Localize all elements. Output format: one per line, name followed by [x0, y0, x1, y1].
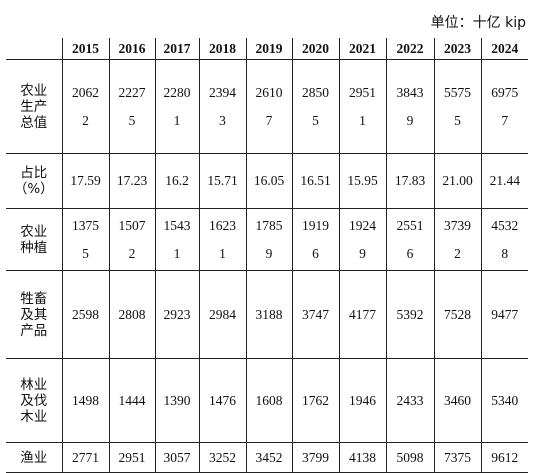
table-cell: 3843 9 [386, 59, 435, 154]
table-cell: 3799 [292, 442, 340, 473]
table-cell: 1762 [292, 358, 340, 443]
table-cell: 1608 [246, 358, 293, 443]
table-cell: 2850 5 [292, 59, 340, 154]
year-header: 2020 [292, 38, 340, 60]
table-cell: 4532 8 [481, 208, 528, 271]
table-cell: 3252 [199, 442, 247, 473]
table-cell: 15.71 [199, 153, 247, 209]
year-header: 2019 [246, 38, 293, 60]
year-header: 2021 [339, 38, 387, 60]
table-cell: 16.51 [292, 153, 340, 209]
table-cell: 3739 2 [434, 208, 482, 271]
table-cell: 1507 2 [109, 208, 156, 271]
table-cell: 2923 [155, 270, 200, 359]
table-cell: 3188 [246, 270, 293, 359]
table-cell: 3460 [434, 358, 482, 443]
table-cell: 17.83 [386, 153, 435, 209]
year-header-row: 2015 2016 2017 2018 2019 2020 2021 2022 … [6, 38, 528, 60]
table-cell: 2394 3 [199, 59, 247, 154]
table-cell: 3057 [155, 442, 200, 473]
table-cell: 6975 7 [481, 59, 528, 154]
year-header: 2017 [155, 38, 200, 60]
table-cell: 2280 1 [155, 59, 200, 154]
table-cell: 17.23 [109, 153, 156, 209]
table-cell: 1498 [62, 358, 110, 443]
table-cell: 1476 [199, 358, 247, 443]
row-label: 农业 种植 [6, 208, 63, 271]
table-cell: 9612 [481, 442, 528, 473]
table-cell: 2227 5 [109, 59, 156, 154]
table-row: 农业 种植 1375 5 1507 2 1543 1 1623 1 1785 9 1919 6… [6, 208, 528, 271]
table-cell: 7528 [434, 270, 482, 359]
table-cell: 1375 5 [62, 208, 110, 271]
table-cell: 5098 [386, 442, 435, 473]
table-cell: 1623 1 [199, 208, 247, 271]
table-cell: 2551 6 [386, 208, 435, 271]
table-cell: 21.44 [481, 153, 528, 209]
table-cell: 1785 9 [246, 208, 293, 271]
table-cell: 4138 [339, 442, 387, 473]
table-cell: 5392 [386, 270, 435, 359]
table-cell: 3452 [246, 442, 293, 473]
row-label: 林业 及伐 木业 [6, 358, 63, 443]
year-header: 2018 [199, 38, 247, 60]
year-header: 2023 [434, 38, 482, 60]
table-cell: 1946 [339, 358, 387, 443]
row-label: 农业 生产 总值 [6, 59, 63, 154]
table-cell: 16.2 [155, 153, 200, 209]
table-row: 牲畜 及其 产品 2598 2808 2923 2984 3188 3747 417… [6, 270, 528, 359]
row-label: 占比 （%） [6, 153, 63, 209]
table-cell: 17.59 [62, 153, 110, 209]
table-cell: 4177 [339, 270, 387, 359]
table-row: 林业 及伐 木业 1498 1444 1390 1476 1608 1762 194… [6, 358, 528, 443]
row-label: 渔业 [6, 442, 63, 473]
table-cell: 1390 [155, 358, 200, 443]
table-cell: 1924 9 [339, 208, 387, 271]
table-cell: 21.00 [434, 153, 482, 209]
table-cell: 2951 1 [339, 59, 387, 154]
year-header: 2015 [62, 38, 110, 60]
table-cell: 9477 [481, 270, 528, 359]
table-row: 渔业 2771 2951 3057 3252 3452 3799 4138 50… [6, 442, 528, 473]
table-cell: 1543 1 [155, 208, 200, 271]
table-cell: 2984 [199, 270, 247, 359]
year-header: 2024 [481, 38, 528, 60]
table-cell: 3747 [292, 270, 340, 359]
table-cell: 5340 [481, 358, 528, 443]
unit-label: 单位：十亿 kip [430, 15, 526, 31]
agriculture-output-table: 2015 2016 2017 2018 2019 2020 2021 2022 … [6, 38, 528, 473]
year-header: 2016 [109, 38, 156, 60]
table-cell: 2610 7 [246, 59, 293, 154]
table-cell: 5575 5 [434, 59, 482, 154]
year-header: 2022 [386, 38, 435, 60]
table-cell: 16.05 [246, 153, 293, 209]
table-cell: 7375 [434, 442, 482, 473]
table-row: 占比 （%） 17.59 17.23 16.2 15.71 16.05 16.51… [6, 153, 528, 209]
table-cell: 2598 [62, 270, 110, 359]
table-cell: 2433 [386, 358, 435, 443]
table-row: 农业 生产 总值 2062 2 2227 5 2280 1 2394 3 2610 7 285… [6, 59, 528, 154]
table-cell: 2062 2 [62, 59, 110, 154]
table-cell: 15.95 [339, 153, 387, 209]
row-label: 牲畜 及其 产品 [6, 270, 63, 359]
table-cell: 1444 [109, 358, 156, 443]
table-cell: 1919 6 [292, 208, 340, 271]
table-cell: 2808 [109, 270, 156, 359]
header-corner [6, 38, 63, 60]
table-cell: 2771 [62, 442, 110, 473]
table-cell: 2951 [109, 442, 156, 473]
